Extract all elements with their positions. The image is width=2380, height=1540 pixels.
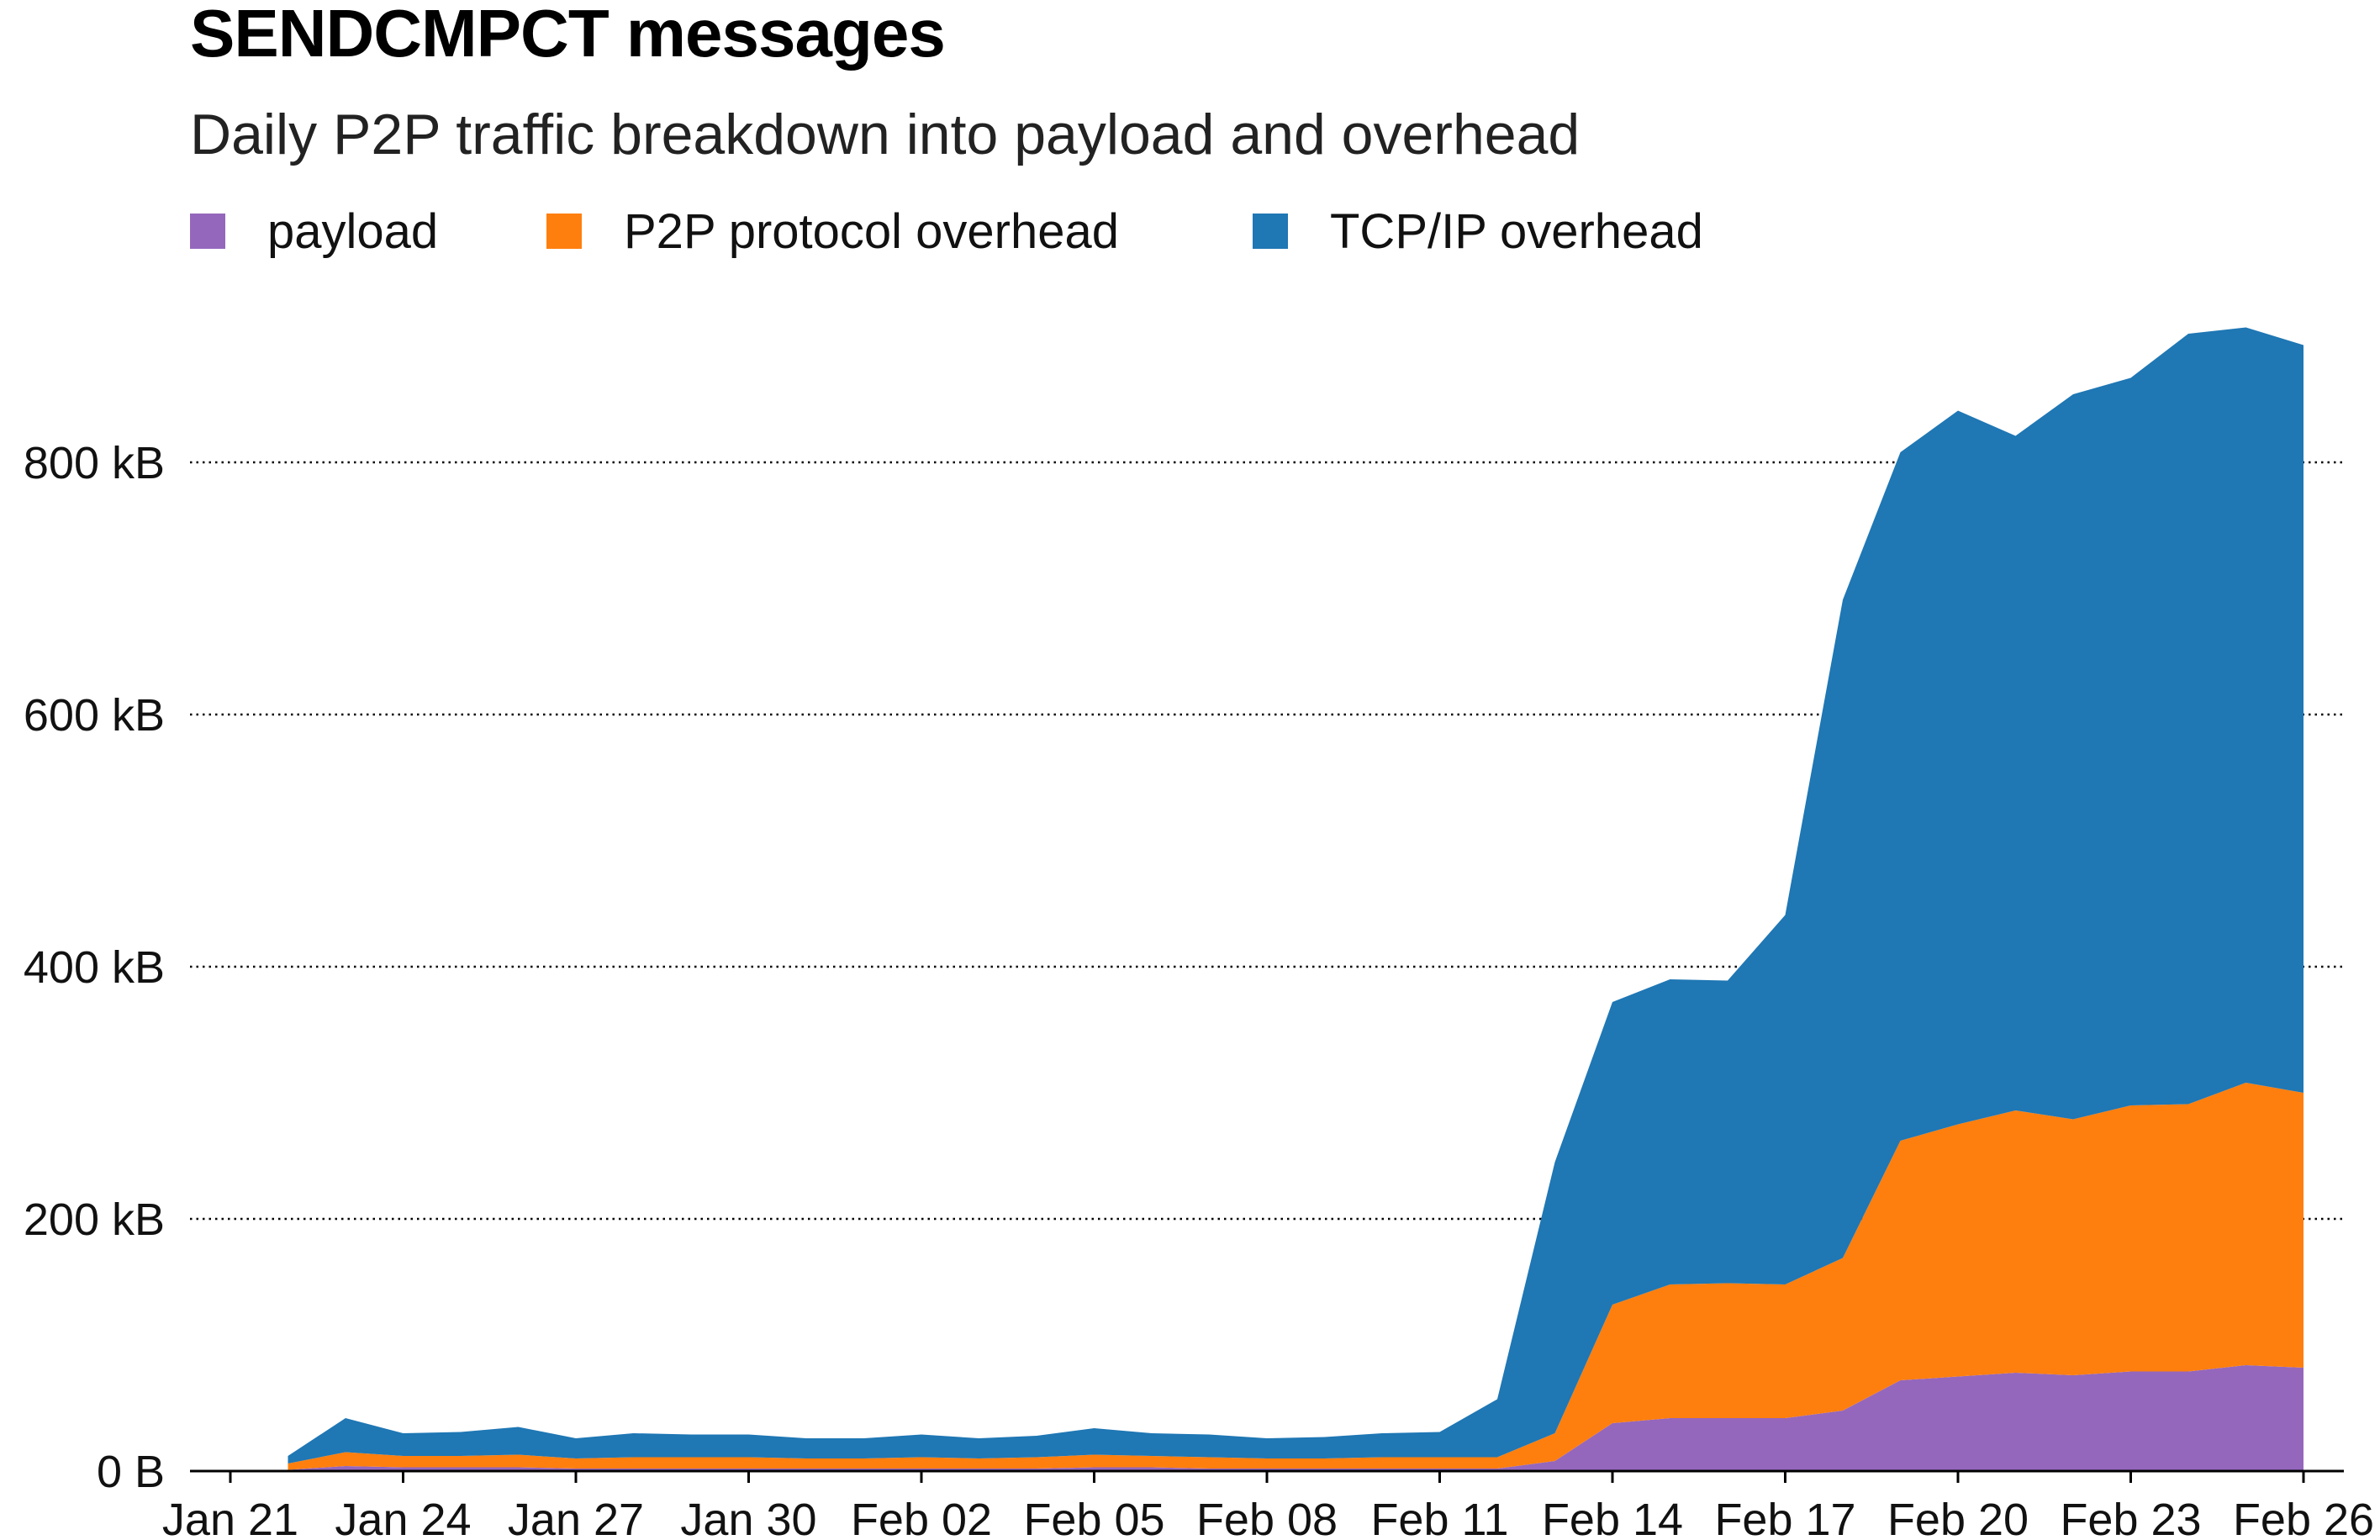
chart-title: SENDCMPCT messages: [190, 0, 946, 71]
legend-item-payload: payload: [190, 202, 438, 261]
y-tick-label: 800 kB: [24, 438, 165, 488]
legend-swatch-tcpip-overhead: [1253, 214, 1288, 249]
area-series-p2p-protocol-overhead: [288, 1083, 2303, 1470]
x-tick-label: Feb 14: [1542, 1495, 1683, 1540]
area-series-payload: [288, 1365, 2303, 1471]
x-tick-label: Feb 23: [2060, 1495, 2201, 1540]
x-tick-label: Feb 20: [1887, 1495, 2029, 1540]
y-tick-label: 400 kB: [24, 942, 165, 993]
legend-label-tcpip-overhead: TCP/IP overhead: [1330, 203, 1703, 259]
legend-label-payload: payload: [267, 203, 439, 259]
legend-item-p2p-overhead: P2P protocol overhead: [546, 202, 1119, 261]
x-tick-label: Feb 26: [2233, 1495, 2374, 1540]
chart-subtitle: Daily P2P traffic breakdown into payload…: [190, 103, 1581, 166]
x-tick-label: Jan 24: [335, 1495, 471, 1540]
legend-item-tcpip-overhead: TCP/IP overhead: [1253, 202, 1703, 261]
axes: 0 B 200 kB 400 kB 600 kB 800 kB Jan 21 Jan 24 J…: [24, 438, 2374, 1540]
legend-swatch-p2p-overhead: [546, 214, 582, 249]
y-tick-label: 200 kB: [24, 1195, 165, 1245]
legend-swatch-payload: [190, 214, 225, 249]
x-tick-label: Feb 05: [1023, 1495, 1164, 1540]
x-tick-label: Jan 27: [508, 1495, 644, 1540]
x-tick-label: Feb 11: [1370, 1495, 1508, 1540]
x-tick-label: Feb 17: [1714, 1495, 1855, 1540]
area-series-tcp-ip-overhead: [288, 327, 2303, 1464]
y-tick-label: 600 kB: [24, 690, 165, 741]
area-series: [288, 327, 2303, 1471]
x-tick-label: Jan 30: [680, 1495, 816, 1540]
x-tick-label: Feb 02: [851, 1495, 992, 1540]
legend-label-p2p-overhead: P2P protocol overhead: [624, 203, 1120, 259]
x-tick-label: Jan 21: [162, 1495, 298, 1540]
y-tick-label: 0 B: [97, 1447, 165, 1497]
x-tick-label: Feb 08: [1196, 1495, 1338, 1540]
